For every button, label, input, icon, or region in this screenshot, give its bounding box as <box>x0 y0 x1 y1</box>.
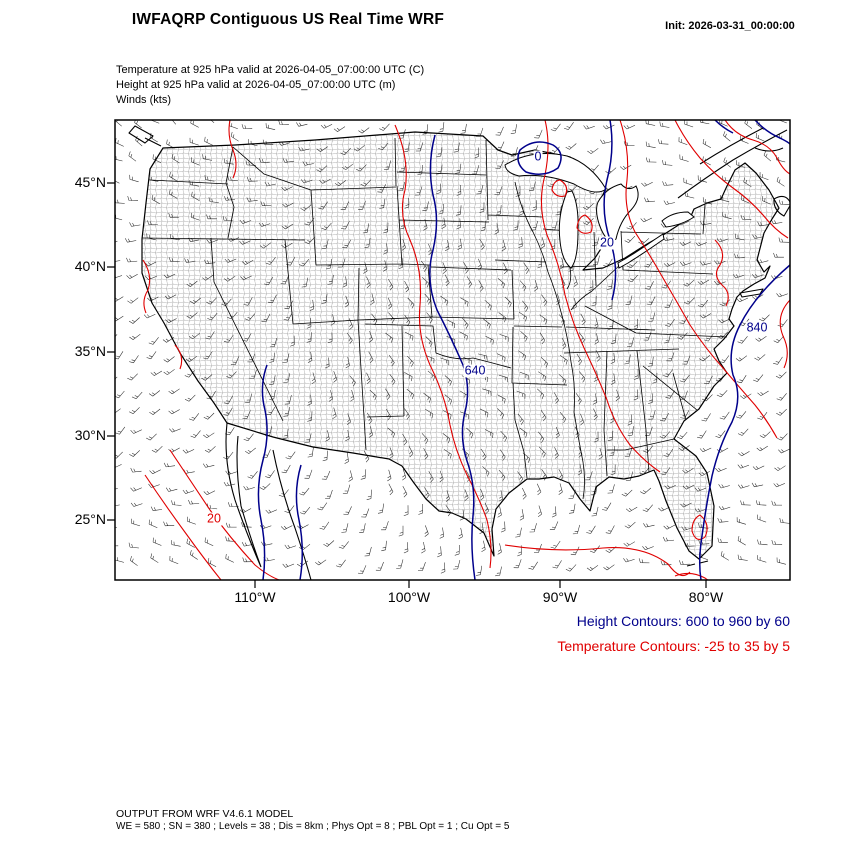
latitude-tick-label: 40°N <box>74 258 106 274</box>
latitude-tick-label: 30°N <box>74 427 106 443</box>
axis-ticks <box>107 182 707 588</box>
plot-title: IWFAQRP Contiguous US Real Time WRF <box>131 11 445 28</box>
great-lakes <box>504 152 695 269</box>
init-timestamp: Init: 2026-03-31_00:00:00 <box>665 20 795 32</box>
weather-map <box>107 119 791 588</box>
us-coastline <box>141 131 780 560</box>
field-description-height: Height at 925 hPa valid at 2026-04-05_07… <box>116 79 396 91</box>
contour-label: 0 <box>533 149 543 164</box>
footer-model-info: OUTPUT FROM WRF V4.6.1 MODEL <box>116 808 294 820</box>
map-frame <box>114 119 791 581</box>
state-borders <box>141 137 728 500</box>
longitude-tick-label: 100°W <box>387 589 431 605</box>
contour-label: 640 <box>463 363 487 378</box>
longitude-tick-label: 90°W <box>542 589 578 605</box>
field-description-temperature: Temperature at 925 hPa valid at 2026-04-… <box>116 64 425 76</box>
longitude-tick-label: 110°W <box>234 589 276 605</box>
latitude-tick-label: 25°N <box>74 511 106 527</box>
longitude-tick-label: 80°W <box>688 589 724 605</box>
contour-label: 20 <box>206 511 222 526</box>
temperature-contours <box>142 120 790 580</box>
height-contours <box>257 120 790 580</box>
field-description-winds: Winds (kts) <box>116 94 171 106</box>
latitude-tick-label: 35°N <box>74 343 106 359</box>
legend-temperature-contours: Temperature Contours: -25 to 35 by 5 <box>557 638 790 654</box>
footer-grid-config: WE = 580 ; SN = 380 ; Levels = 38 ; Dis … <box>116 821 510 832</box>
legend-height-contours: Height Contours: 600 to 960 by 60 <box>576 613 790 629</box>
latitude-tick-label: 45°N <box>74 174 106 190</box>
contour-label: 840 <box>745 320 769 335</box>
contour-label: 20 <box>599 235 615 250</box>
